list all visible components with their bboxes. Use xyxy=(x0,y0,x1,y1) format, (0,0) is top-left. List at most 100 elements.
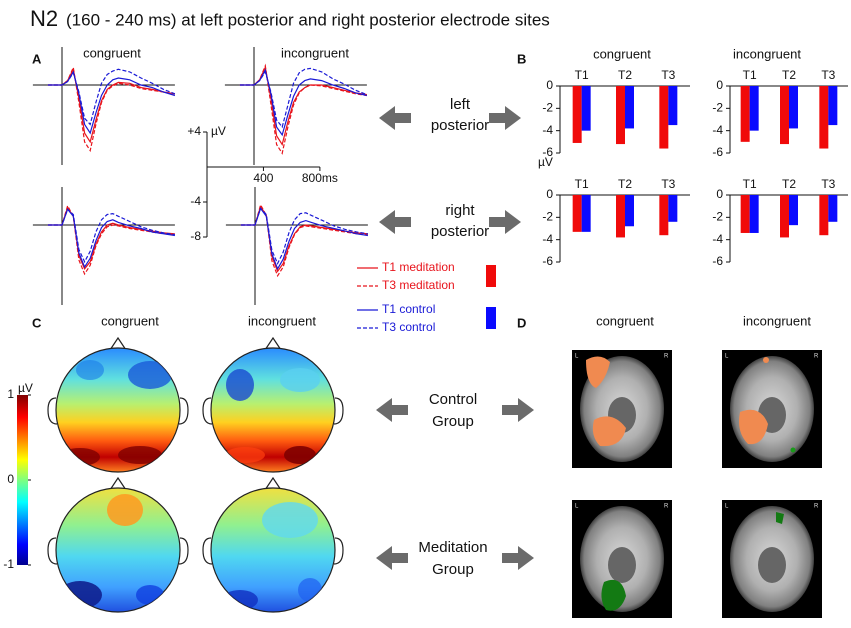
topomap xyxy=(47,336,189,473)
condition-label: incongruent xyxy=(248,313,316,328)
site-label: right xyxy=(445,202,475,219)
category-label: T1 xyxy=(575,68,589,82)
colorbar-label: 1 xyxy=(7,387,14,401)
brain-image xyxy=(722,350,822,468)
arrow xyxy=(502,546,534,570)
brain-side-label: R xyxy=(664,354,669,360)
erp-line xyxy=(47,67,175,144)
condition-label: congruent xyxy=(596,313,654,328)
topomap xyxy=(202,336,344,473)
category-label: T3 xyxy=(661,68,675,82)
site-label: posterior xyxy=(431,117,489,134)
bar xyxy=(740,195,750,233)
category-label: T2 xyxy=(782,68,796,82)
condition-label: congruent xyxy=(101,313,159,328)
title-main: N2 xyxy=(30,6,58,31)
scale-y-unit: µV xyxy=(211,124,226,138)
group-label: Group xyxy=(432,561,474,578)
erp-line xyxy=(47,208,175,269)
bar xyxy=(616,86,625,145)
scale-y-label: +4 xyxy=(187,124,201,138)
erp-line xyxy=(239,67,368,129)
erp-line xyxy=(47,65,175,153)
erp-line xyxy=(240,205,368,273)
y-tick-label: -6 xyxy=(542,145,553,159)
scale-x-label: 400 xyxy=(253,171,273,185)
erp-line xyxy=(239,68,368,137)
y-tick-label: -4 xyxy=(712,232,723,246)
bar xyxy=(749,195,759,233)
arrow xyxy=(379,106,411,130)
brain-side-label: L xyxy=(725,354,729,360)
category-label: T1 xyxy=(743,68,757,82)
group-label: Group xyxy=(432,413,474,430)
bar xyxy=(581,86,591,131)
panel-label: D xyxy=(517,315,526,330)
arrow xyxy=(489,210,521,234)
erp-line xyxy=(47,68,176,126)
bar xyxy=(828,86,838,126)
erp-line xyxy=(47,206,175,270)
colorbar-unit: µV xyxy=(18,381,33,395)
topomap xyxy=(202,476,344,613)
bar xyxy=(819,86,829,149)
condition-label: congruent xyxy=(83,45,141,60)
y-tick-label: 0 xyxy=(546,78,553,92)
scale-y-label: -4 xyxy=(190,194,201,208)
bar xyxy=(581,195,591,232)
bar xyxy=(659,195,669,236)
y-tick-label: -4 xyxy=(542,123,553,137)
bar xyxy=(780,195,789,238)
erp-line xyxy=(239,65,367,146)
y-unit: µV xyxy=(538,155,553,169)
topomaps xyxy=(47,336,344,613)
site-label: left xyxy=(450,96,471,113)
colorbar-label: 0 xyxy=(7,472,14,486)
group-label: Control xyxy=(429,391,477,408)
brain-side-label: R xyxy=(814,354,819,360)
title-rest: (160 - 240 ms) at left posterior and rig… xyxy=(66,10,550,29)
bar xyxy=(740,86,750,142)
y-tick-label: 0 xyxy=(716,187,723,201)
erp-line xyxy=(240,207,368,271)
category-label: T2 xyxy=(618,177,632,191)
bar xyxy=(749,86,759,131)
bar xyxy=(572,86,582,143)
erp-line xyxy=(240,207,368,265)
category-label: T3 xyxy=(821,177,835,191)
category-label: T2 xyxy=(782,177,796,191)
category-label: T2 xyxy=(618,68,632,82)
panel-label: B xyxy=(517,51,526,66)
brain-side-label: L xyxy=(575,354,579,360)
erp-line xyxy=(240,203,368,278)
legend-label: T1 meditation xyxy=(382,260,455,274)
scale-y-label: -8 xyxy=(190,229,201,243)
y-tick-label: -2 xyxy=(712,101,723,115)
arrow xyxy=(379,210,411,234)
arrow xyxy=(376,398,408,422)
y-tick-label: -2 xyxy=(542,101,553,115)
bar xyxy=(616,195,625,238)
arrow xyxy=(502,398,534,422)
y-tick-label: -4 xyxy=(712,123,723,137)
bar xyxy=(659,86,669,149)
erp-line xyxy=(239,63,367,155)
bar xyxy=(572,195,582,232)
site-label: posterior xyxy=(431,223,489,240)
brain-images xyxy=(572,350,822,618)
bar xyxy=(828,195,838,222)
legend-swatch xyxy=(486,265,496,287)
y-tick-label: 0 xyxy=(546,187,553,201)
y-tick-label: -2 xyxy=(712,210,723,224)
condition-label: incongruent xyxy=(733,46,801,61)
y-tick-label: -6 xyxy=(542,254,553,268)
bar xyxy=(625,86,634,129)
bar xyxy=(668,195,678,222)
panel-label: A xyxy=(32,51,42,66)
y-tick-label: 0 xyxy=(716,78,723,92)
y-tick-label: -2 xyxy=(542,210,553,224)
legend-label: T3 control xyxy=(382,320,435,334)
legend-label: T3 meditation xyxy=(382,278,455,292)
legend-label: T1 control xyxy=(382,302,435,316)
